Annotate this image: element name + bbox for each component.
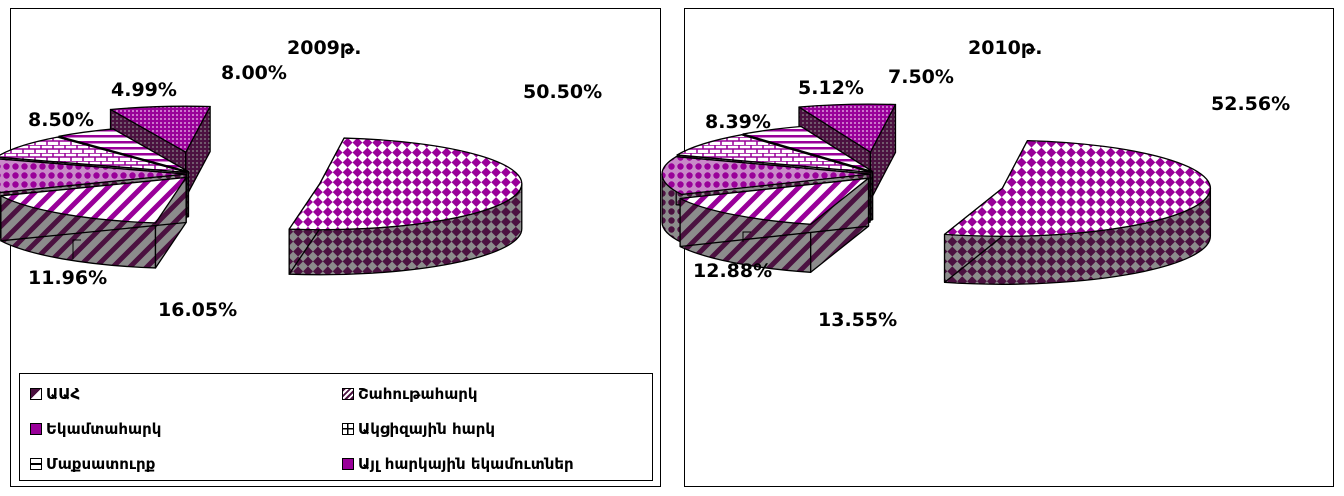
legend-swatch-excise-tax [342, 423, 354, 435]
pie-slice-top [679, 177, 870, 225]
legend-item-profit-tax: Շահութահարկ [342, 385, 478, 403]
chart-legend: ԱԱՀ Շահութահարկ Եկամտահարկ Ակցիզային հար… [19, 373, 653, 481]
pie-slice-top [676, 134, 872, 174]
pie-slice-top [661, 156, 871, 196]
slice-label-other-tax: 8.00% [221, 62, 287, 84]
slice-label-profit-tax: 13.55% [818, 309, 898, 331]
slice-label-income-tax: 11.96% [28, 267, 108, 289]
legend-swatch-profit-tax [342, 388, 354, 400]
chart-title: 2010թ. [968, 37, 1043, 59]
legend-swatch-customs-duty [30, 458, 42, 470]
pie-slice-top [0, 176, 187, 224]
pie-slice-profit-tax [679, 177, 870, 273]
slice-label-vat: 52.56% [1211, 93, 1291, 115]
legend-label: Ակցիզային հարկ [358, 420, 495, 438]
chart-title: 2009թ. [287, 37, 362, 59]
pie-slice-top [109, 105, 211, 153]
legend-label: Այլ հարկային եկամուտներ [358, 455, 574, 473]
pie-slice-top [58, 128, 190, 173]
legend-item-income-tax: Եկամտահարկ [30, 420, 161, 438]
slice-label-other-tax: 7.50% [888, 66, 954, 88]
slice-label-income-tax: 12.88% [693, 260, 773, 282]
legend-label: Եկամտահարկ [46, 420, 162, 438]
legend-item-other-tax: Այլ հարկային եկամուտներ [342, 455, 574, 473]
legend-item-customs-duty: Մաքսատուրք [30, 455, 155, 473]
legend-label: ԱԱՀ [46, 385, 81, 403]
pie-slice-top [943, 139, 1211, 237]
pie-chart-2010 [661, 103, 1212, 285]
slice-label-excise-tax: 8.39% [705, 111, 771, 133]
pie-chart-2009 [0, 105, 523, 276]
slice-label-profit-tax: 16.05% [158, 299, 238, 321]
legend-label: Մաքսատուրք [46, 455, 156, 473]
legend-swatch-income-tax [30, 423, 42, 435]
slice-label-vat: 50.50% [523, 81, 603, 103]
pie-slice-profit-tax [0, 176, 187, 269]
pie-slice-top [0, 136, 188, 174]
pie-slice-vat [943, 139, 1212, 285]
chart-panel-2010: 2010թ. 52.56% 13.55% 12.88% 8.39% 5.12% … [661, 8, 1334, 487]
legend-swatch-other-tax [342, 458, 354, 470]
pie-slice-vat [288, 137, 523, 276]
legend-swatch-vat [30, 388, 42, 400]
pie-slice-top [798, 103, 897, 153]
legend-label: Շահութահարկ [358, 385, 478, 403]
slice-label-customs-duty: 5.12% [798, 77, 864, 99]
label-leader-line [742, 231, 751, 242]
chart-panel-2009: 2009թ. 50.50% 16.05% 11.96% 8.50% 4.99% … [0, 8, 661, 487]
slice-label-excise-tax: 8.50% [28, 109, 94, 131]
pie-slice-top [742, 125, 874, 173]
label-leader-line [72, 239, 81, 259]
legend-item-vat: ԱԱՀ [30, 385, 80, 403]
legend-item-excise-tax: Ակցիզային հարկ [342, 420, 495, 438]
pie-slice-top [288, 137, 523, 231]
slice-label-customs-duty: 4.99% [111, 79, 177, 101]
pie-slice-top [0, 158, 187, 194]
